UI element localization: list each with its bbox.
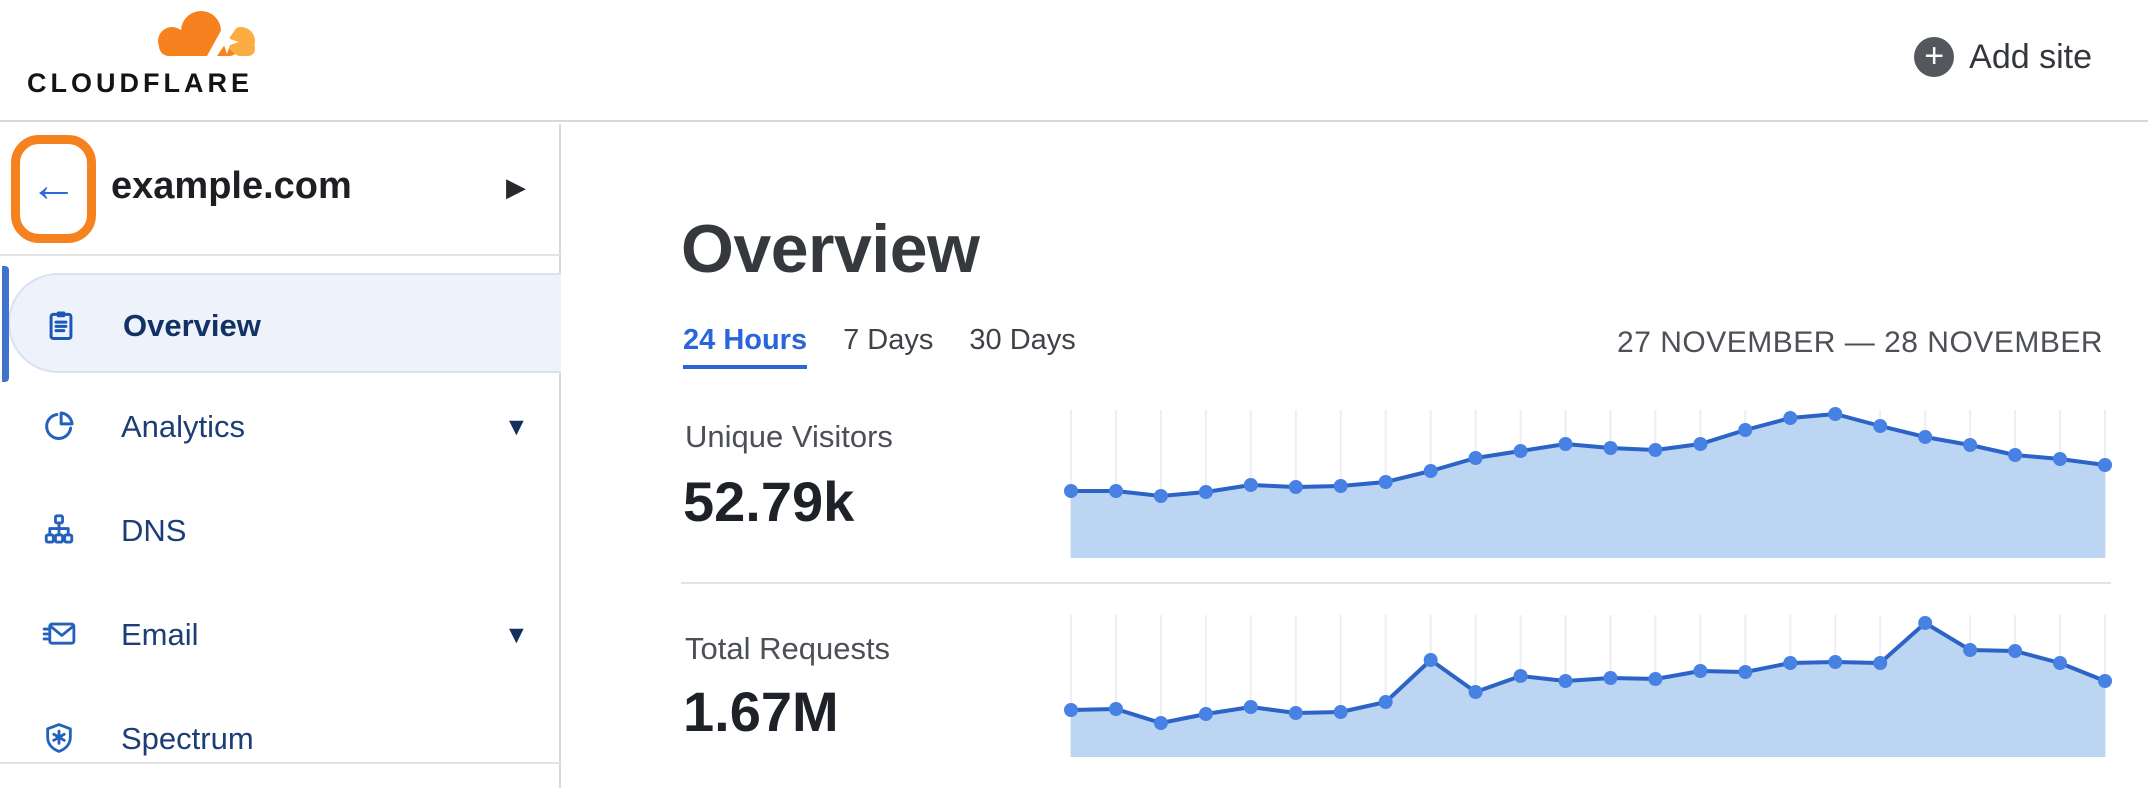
metric-label-unique-visitors: Unique Visitors (685, 419, 893, 454)
sidebar-item-email[interactable]: Email ▼ (0, 584, 561, 684)
pie-chart-icon (42, 409, 76, 443)
site-name[interactable]: example.com (111, 165, 352, 207)
sidebar-item-label: DNS (121, 513, 187, 548)
sidebar-item-dns[interactable]: DNS (0, 480, 561, 580)
total-requests-chart[interactable] (1064, 605, 2112, 757)
clipboard-icon (44, 308, 78, 342)
tab-30-days[interactable]: 30 Days (969, 324, 1076, 356)
tab-24-hours[interactable]: 24 Hours (683, 324, 808, 369)
time-range-tabs: 24 Hours 7 Days 30 Days (683, 324, 1076, 369)
sidebar: ← example.com ▶ Overview (0, 124, 561, 788)
email-icon (42, 617, 76, 651)
unique-visitors-chart[interactable] (1064, 400, 2112, 558)
date-range-label: 27 NOVEMBER — 28 NOVEMBER (1617, 326, 2103, 359)
shield-spectrum-icon (42, 721, 76, 755)
sitemap-icon (42, 513, 76, 547)
chevron-down-icon: ▼ (504, 413, 529, 441)
metric-label-total-requests: Total Requests (685, 631, 891, 666)
add-site-button[interactable]: + Add site (1914, 37, 2092, 77)
chevron-down-icon: ▼ (504, 621, 529, 649)
sidebar-item-analytics[interactable]: Analytics ▼ (0, 376, 561, 476)
sidebar-item-label: Analytics (121, 409, 246, 444)
cloudflare-logo[interactable]: CLOUDFLARE (27, 6, 265, 102)
back-button[interactable]: ← (20, 144, 87, 234)
metric-value-total-requests: 1.67M (683, 680, 839, 743)
top-header: CLOUDFLARE + Add site (0, 0, 2148, 122)
back-arrow-icon: ← (29, 159, 78, 212)
back-button-highlight: ← (11, 135, 96, 243)
tab-7-days[interactable]: 7 Days (843, 324, 934, 356)
sidebar-divider (0, 762, 561, 764)
plus-icon: + (1914, 37, 1955, 77)
metric-row-divider (681, 582, 2111, 584)
sidebar-item-overview[interactable]: Overview (2, 266, 561, 382)
sidebar-item-label: Overview (123, 308, 261, 343)
page-title: Overview (681, 211, 980, 287)
main-content: Overview 24 Hours 7 Days 30 Days 27 NOVE… (563, 124, 2148, 788)
logo-wordmark: CLOUDFLARE (27, 68, 253, 98)
sidebar-divider (0, 254, 561, 256)
selected-accent-bar (2, 266, 9, 382)
site-expand-caret-icon[interactable]: ▶ (506, 172, 526, 202)
sidebar-item-label: Spectrum (121, 721, 254, 756)
sidebar-item-label: Email (121, 617, 199, 652)
sidebar-item-spectrum[interactable]: Spectrum (0, 688, 561, 788)
metric-value-unique-visitors: 52.79k (683, 470, 855, 533)
cloudflare-cloud-icon (158, 11, 255, 56)
add-site-label: Add site (1969, 37, 2092, 76)
